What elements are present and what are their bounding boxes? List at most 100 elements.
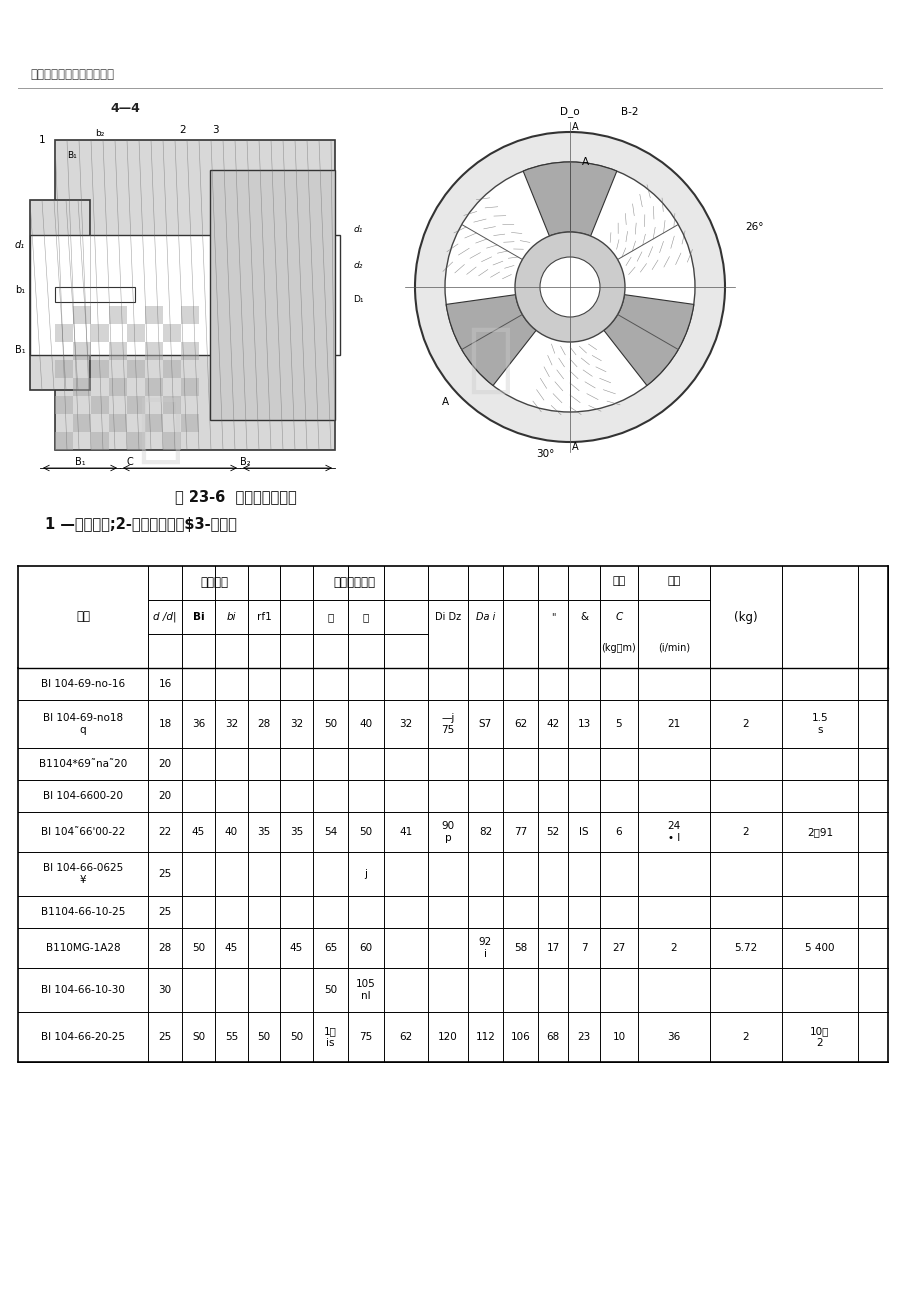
Text: B₁: B₁ (67, 151, 77, 160)
Bar (91, 396, 108, 414)
Text: d₁: d₁ (15, 240, 25, 251)
Text: Bl 104-69-no18
q: Bl 104-69-no18 q (43, 713, 123, 735)
Circle shape (445, 162, 694, 411)
Wedge shape (523, 162, 616, 236)
Bar (91, 432, 108, 450)
Circle shape (539, 257, 599, 317)
Text: 32: 32 (289, 719, 302, 729)
Bar (73, 306, 91, 324)
Text: 2: 2 (742, 827, 748, 837)
Wedge shape (446, 295, 536, 386)
Bar (145, 341, 163, 360)
Bar (163, 324, 181, 341)
Text: 50: 50 (192, 944, 205, 953)
Text: 45: 45 (192, 827, 205, 837)
Text: 13: 13 (577, 719, 590, 729)
Text: 62: 62 (514, 719, 527, 729)
Bar (55, 360, 73, 378)
Text: 35: 35 (289, 827, 302, 837)
Bar (30, 235, 340, 354)
Text: Bl 104-66-0625
¥: Bl 104-66-0625 ¥ (43, 863, 123, 885)
Text: 1 —泵联轴器;2-电动机联轴器$3-弹性块: 1 —泵联轴器;2-电动机联轴器$3-弹性块 (45, 517, 236, 531)
Text: (kg): (kg) (733, 610, 757, 623)
Text: 3: 3 (211, 125, 218, 135)
Text: 25: 25 (158, 1032, 172, 1042)
Text: d₂: d₂ (353, 261, 362, 270)
Text: j: j (364, 868, 367, 879)
Bar (181, 341, 199, 360)
Text: 10: 10 (612, 1032, 625, 1042)
Bar (163, 396, 181, 414)
Text: 21: 21 (666, 719, 680, 729)
Text: 50: 50 (289, 1032, 302, 1042)
Text: (kg．m): (kg．m) (601, 643, 636, 653)
Text: Bl 104-66-10-30: Bl 104-66-10-30 (41, 985, 125, 996)
Text: 4—4: 4—4 (110, 101, 140, 114)
Bar (145, 306, 163, 324)
Circle shape (515, 232, 624, 341)
Bar (163, 432, 181, 450)
Text: A: A (441, 397, 448, 408)
Text: 50: 50 (323, 985, 336, 996)
Text: 90
p: 90 p (441, 822, 454, 842)
Text: B1104*69˜na˜20: B1104*69˜na˜20 (39, 759, 127, 768)
Text: —j
75: —j 75 (441, 713, 454, 735)
Text: 28: 28 (158, 944, 172, 953)
Bar (108, 306, 127, 324)
Text: 68: 68 (546, 1032, 559, 1042)
Text: 32: 32 (224, 719, 238, 729)
Text: 2．91: 2．91 (806, 827, 833, 837)
Text: 28: 28 (257, 719, 270, 729)
Text: 天: 天 (137, 393, 183, 467)
Text: 1．
is: 1． is (323, 1027, 336, 1047)
Bar (145, 414, 163, 432)
Text: A: A (581, 157, 588, 167)
Text: 许用: 许用 (612, 576, 625, 585)
Text: 22: 22 (158, 827, 172, 837)
Text: 20: 20 (158, 790, 171, 801)
Text: IS: IS (579, 827, 588, 837)
Text: 55: 55 (224, 1032, 238, 1042)
Bar (91, 360, 108, 378)
Text: 20: 20 (158, 759, 171, 768)
Text: 顾: 顾 (467, 323, 513, 397)
Text: 17: 17 (546, 944, 559, 953)
Text: 5.72: 5.72 (733, 944, 757, 953)
Text: 77: 77 (514, 827, 527, 837)
Text: S7: S7 (479, 719, 492, 729)
Bar (55, 140, 335, 450)
Text: 25: 25 (158, 907, 172, 916)
Text: 36: 36 (192, 719, 205, 729)
Text: B₂: B₂ (240, 457, 250, 467)
Text: 25: 25 (158, 868, 172, 879)
Text: (i/min): (i/min) (657, 643, 689, 653)
Bar (55, 432, 73, 450)
Text: B₁: B₁ (74, 457, 85, 467)
Text: 2: 2 (742, 719, 748, 729)
Text: 32: 32 (399, 719, 413, 729)
Bar (210, 170, 335, 421)
Text: &: & (579, 611, 587, 622)
Text: Bl 104-69-no-16: Bl 104-69-no-16 (40, 679, 125, 689)
Text: 5: 5 (615, 719, 621, 729)
Text: 16: 16 (158, 679, 172, 689)
Text: 106: 106 (510, 1032, 529, 1042)
Text: 1: 1 (39, 135, 45, 145)
Bar (127, 432, 145, 450)
Text: 40: 40 (359, 719, 372, 729)
Bar (108, 378, 127, 396)
Bar (127, 360, 145, 378)
Text: 120: 120 (437, 1032, 458, 1042)
Text: 54: 54 (323, 827, 336, 837)
Text: A: A (571, 122, 578, 132)
Text: Da i: Da i (475, 611, 494, 622)
Wedge shape (603, 295, 693, 386)
Text: 位: 位 (327, 611, 334, 622)
Text: rf1: rf1 (256, 611, 271, 622)
Text: 7: 7 (580, 944, 586, 953)
Text: Bl 104-66-20-25: Bl 104-66-20-25 (41, 1032, 125, 1042)
Text: C: C (127, 457, 133, 467)
Text: Bl 104-6600-20: Bl 104-6600-20 (43, 790, 123, 801)
Bar (55, 287, 135, 302)
Text: 92
i: 92 i (479, 937, 492, 959)
